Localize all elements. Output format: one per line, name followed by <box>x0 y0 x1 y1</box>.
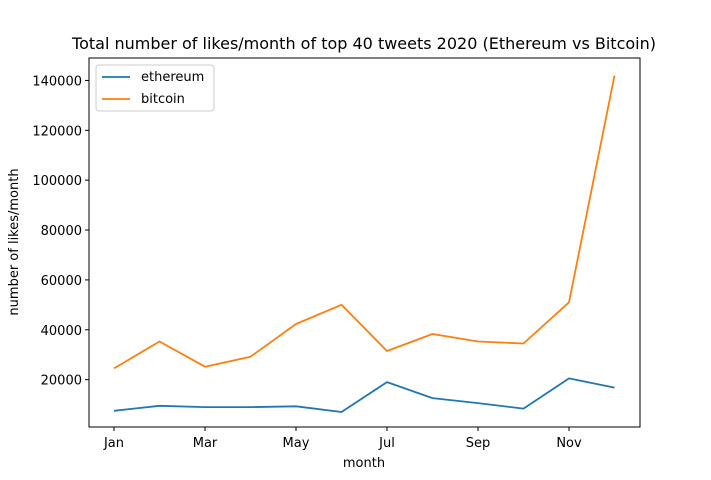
y-tick-label: 80000 <box>41 224 82 239</box>
y-axis: 20000 40000 60000 80000 100000 120000 140000 <box>32 74 89 389</box>
x-axis-label: month <box>343 456 385 471</box>
legend: ethereum bitcoin <box>95 64 215 112</box>
y-tick-label: 100000 <box>32 174 82 189</box>
y-tick-label: 140000 <box>32 74 82 89</box>
x-tick-label: Mar <box>193 436 218 451</box>
plot-frame <box>88 57 641 428</box>
chart-title: Total number of likes/month of top 40 tw… <box>71 34 656 53</box>
y-tick-label: 60000 <box>41 274 82 289</box>
x-tick-label: Jul <box>378 436 395 451</box>
series-line-ethereum <box>113 377 615 413</box>
series-lines <box>113 75 616 413</box>
x-tick-label: Sep <box>466 436 491 451</box>
x-tick-label: Jan <box>103 436 124 451</box>
y-tick-label: 20000 <box>41 374 82 389</box>
y-tick-label: 120000 <box>32 124 82 139</box>
legend-label-bitcoin: bitcoin <box>141 92 185 107</box>
series-line-bitcoin <box>113 75 616 370</box>
legend-label-ethereum: ethereum <box>141 70 204 85</box>
x-tick-label: Nov <box>556 436 582 451</box>
x-axis: Jan Mar May Jul Sep Nov <box>103 427 582 451</box>
x-tick-label: May <box>283 436 310 451</box>
y-tick-label: 40000 <box>41 324 82 339</box>
plot-area <box>88 57 641 428</box>
y-axis-label: number of likes/month <box>7 168 22 315</box>
